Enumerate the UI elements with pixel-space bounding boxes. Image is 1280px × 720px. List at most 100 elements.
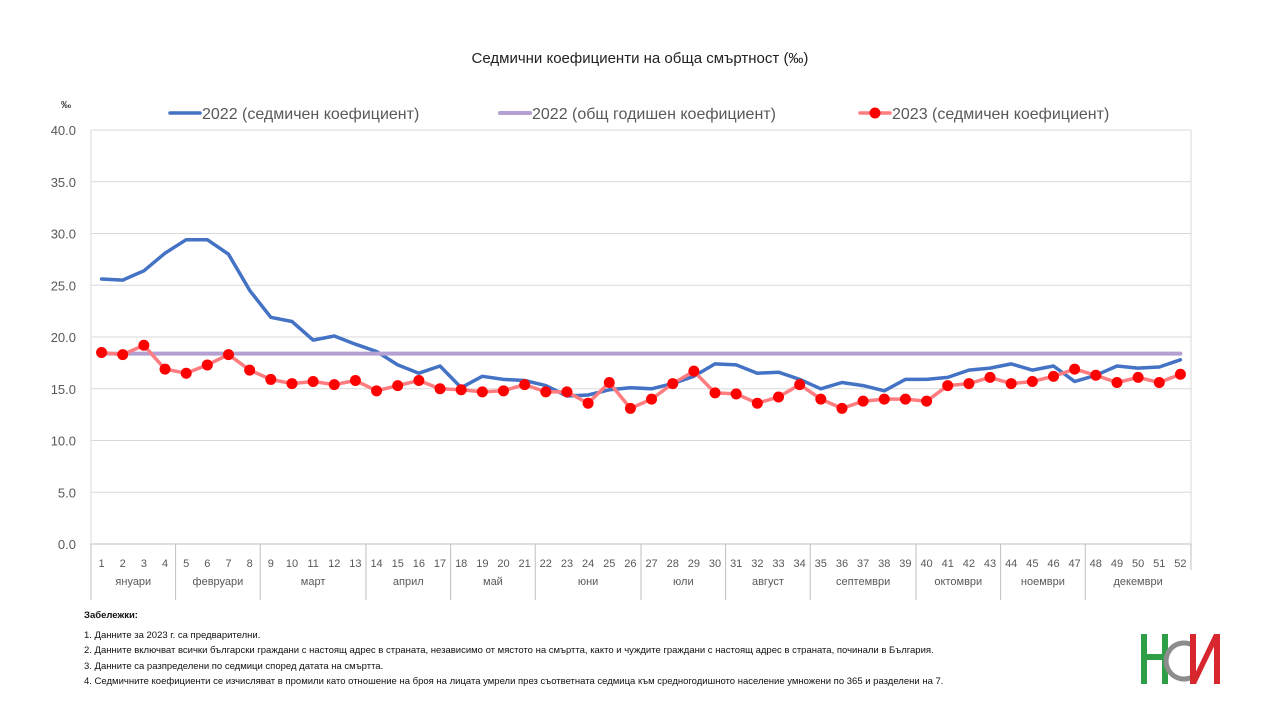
month-label: септември: [836, 576, 890, 588]
series-layer: [96, 237, 1186, 414]
note-item: 2. Данните включват всички български гра…: [84, 645, 934, 656]
legend-item: 2022 (общ годишен коефициент): [498, 106, 776, 123]
legend: 2022 (седмичен коефициент) 2022 (общ годи…: [168, 106, 1109, 123]
data-point: [138, 339, 150, 351]
x-tick-label: 3: [141, 558, 147, 570]
x-tick-label: 45: [1026, 558, 1038, 570]
data-point: [413, 374, 425, 386]
y-tick-label: 15.0: [51, 382, 76, 397]
data-point: [1005, 378, 1017, 390]
y-tick-label: 30.0: [51, 227, 76, 242]
x-tick-label: 50: [1132, 558, 1144, 570]
data-point: [963, 378, 975, 390]
data-point: [349, 374, 361, 386]
x-tick-label: 25: [603, 558, 615, 570]
x-tick-label: 30: [709, 558, 721, 570]
data-point: [603, 377, 615, 389]
x-tick-label: 15: [392, 558, 404, 570]
legend-label: 2022 (общ годишен коефициент): [532, 106, 776, 123]
x-tick-label: 19: [476, 558, 488, 570]
x-tick-label: 26: [624, 558, 636, 570]
data-point: [117, 349, 129, 361]
data-point: [942, 380, 954, 392]
y-axis: 0.0 5.0 10.0 15.0 20.0 25.0 30.0 35.0 40.0: [51, 123, 76, 552]
y-tick-label: 40.0: [51, 123, 76, 138]
chart-title: Седмични коефициенти на обща смъртност (…: [472, 50, 809, 67]
x-tick-label: 36: [836, 558, 848, 570]
data-point: [815, 393, 827, 405]
month-label: декември: [1113, 576, 1162, 588]
x-tick-label: 7: [225, 558, 231, 570]
data-point: [498, 385, 509, 397]
series-3: [96, 339, 1186, 414]
data-point: [667, 378, 679, 390]
data-point: [392, 380, 404, 392]
x-tick-label: 51: [1153, 558, 1165, 570]
data-point: [159, 363, 171, 375]
data-point: [455, 384, 467, 396]
x-tick-label: 16: [413, 558, 425, 570]
x-tick-label: 2: [120, 558, 126, 570]
month-label: ноември: [1021, 576, 1065, 588]
x-tick-label: 18: [455, 558, 467, 570]
x-tick-label: 23: [561, 558, 573, 570]
x-tick-label: 8: [247, 558, 253, 570]
x-tick-label: 27: [645, 558, 657, 570]
data-point: [899, 393, 911, 405]
data-point: [1132, 371, 1144, 383]
data-point: [857, 395, 869, 407]
data-point: [1069, 363, 1081, 375]
x-tick-label: 1: [99, 558, 105, 570]
y-tick-label: 10.0: [51, 434, 76, 449]
x-tick-label: 13: [349, 558, 361, 570]
month-label: юли: [673, 576, 694, 588]
x-tick-label: 42: [963, 558, 975, 570]
grid-lines: [90, 129, 1192, 545]
month-label: април: [393, 576, 424, 588]
x-tick-label: 38: [878, 558, 890, 570]
series-line: [99, 237, 1183, 398]
data-point: [1111, 377, 1123, 389]
data-point: [328, 379, 340, 391]
data-point: [984, 371, 996, 383]
data-point: [773, 391, 784, 403]
data-point: [519, 379, 531, 391]
data-point: [1153, 377, 1165, 389]
x-tick-label: 46: [1047, 558, 1059, 570]
x-tick-label: 12: [328, 558, 340, 570]
x-tick-label: 43: [984, 558, 996, 570]
data-point: [1048, 370, 1059, 382]
legend-label: 2023 (седмичен коефициент): [892, 106, 1109, 123]
x-tick-label: 40: [920, 558, 932, 570]
data-point: [540, 386, 552, 398]
x-tick-label: 4: [162, 558, 168, 570]
legend-item: 2022 (седмичен коефициент): [168, 106, 419, 123]
month-label: март: [301, 576, 326, 588]
x-tick-label: 48: [1090, 558, 1102, 570]
notes-title: Забележки:: [84, 610, 138, 621]
x-tick-label: 9: [268, 558, 274, 570]
data-point: [244, 364, 256, 376]
note-item: 4. Седмичните коефициенти се изчисляват …: [84, 676, 944, 687]
data-point: [794, 379, 806, 391]
month-label: юни: [578, 576, 598, 588]
x-tick-label: 14: [370, 558, 382, 570]
data-point: [286, 378, 298, 390]
data-point: [476, 386, 488, 398]
data-point: [836, 402, 848, 414]
x-tick-label: 41: [942, 558, 954, 570]
x-tick-label: 29: [688, 558, 700, 570]
data-point: [730, 388, 742, 400]
data-point: [307, 376, 319, 388]
month-label: август: [752, 576, 784, 588]
data-point: [223, 349, 234, 361]
x-tick-label: 39: [899, 558, 911, 570]
notes: Забележки: 1. Данните за 2023 г. са пред…: [84, 608, 1124, 690]
x-tick-label: 22: [540, 558, 552, 570]
y-tick-label: 0.0: [58, 537, 76, 552]
data-point: [582, 397, 594, 409]
x-tick-label: 6: [204, 558, 210, 570]
data-point: [561, 386, 573, 398]
x-tick-label: 35: [815, 558, 827, 570]
data-point: [371, 385, 383, 397]
